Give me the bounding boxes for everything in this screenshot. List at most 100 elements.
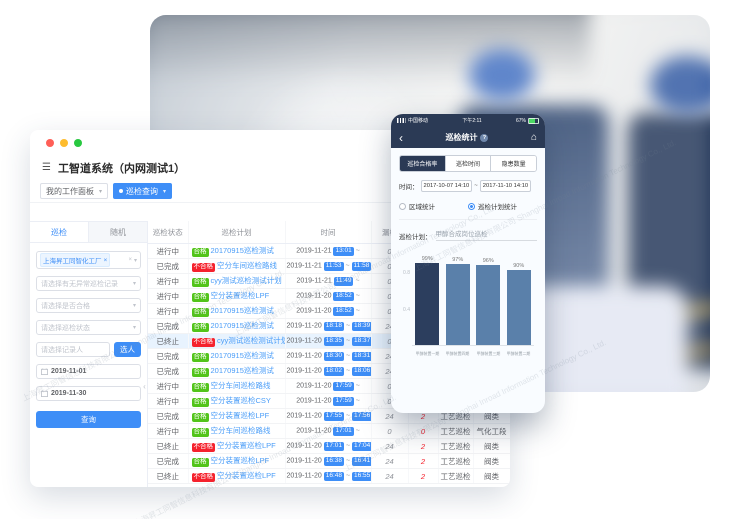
plan-cell: 不合格 空分车间巡检路线 bbox=[188, 258, 286, 274]
table-row[interactable]: 已完成 合格 空分装置巡检LPF 2019-11-20 16:38 ~ 16:41 24… bbox=[148, 453, 510, 469]
plan-link[interactable]: cyy测试巡检测试计划 bbox=[217, 336, 285, 346]
table-row[interactable]: 进行中 合格 空分车间巡检路线 2019-11-20 17:01 ~0 0 工艺巡检 气化工… bbox=[148, 423, 510, 439]
minimize-window-button[interactable] bbox=[60, 139, 68, 147]
status-cell: 已终止 bbox=[148, 468, 189, 484]
pass-fail-select[interactable]: 请选择是否合格 ▾ bbox=[36, 298, 141, 313]
plan-label: 巡检计划： bbox=[399, 234, 432, 241]
segment-0[interactable]: 巡检合格率 bbox=[400, 156, 446, 171]
plan-link[interactable]: 空分车间巡检路线 bbox=[210, 426, 271, 436]
active-tab-dot-icon bbox=[119, 189, 124, 193]
time-cell: 2019-11-20 16:38 ~ 16:41 bbox=[285, 453, 372, 469]
carrier-label: 中国移动 bbox=[408, 118, 429, 124]
start-time-badge: 17:59 bbox=[333, 396, 354, 406]
time-from-input[interactable]: 2017-10-07 14:10 bbox=[420, 180, 473, 192]
result-badge: 合格 bbox=[191, 352, 209, 362]
tilde-separator: ~ bbox=[345, 442, 351, 449]
tilde-separator: ~ bbox=[355, 307, 360, 314]
pick-person-button[interactable]: 选人 bbox=[114, 342, 141, 357]
x-axis-label: 甲醇装置四期 bbox=[445, 351, 470, 356]
factory-select[interactable]: 上海昇工同智化工厂 × × ▾ bbox=[36, 251, 141, 269]
end-time-badge: 17:56 bbox=[352, 411, 371, 421]
plan-link[interactable]: 空分装置巡检CSY bbox=[210, 396, 271, 406]
bar-value-label: 97% bbox=[452, 257, 464, 263]
table-row[interactable]: 已终止 不合格 空分装置巡检LPF 2019-11-20 17:01 ~ 17:04 2… bbox=[148, 438, 510, 454]
remove-tag-icon[interactable]: × bbox=[103, 256, 108, 264]
sidebar-tab-random[interactable]: 随机 bbox=[89, 222, 147, 242]
maximize-window-button[interactable] bbox=[74, 139, 82, 147]
abnormal-count-cell: 2 bbox=[408, 438, 439, 454]
plan-link[interactable]: 20170915巡检测试 bbox=[210, 306, 274, 316]
end-time-badge: 18:06 bbox=[352, 366, 371, 376]
missed-count-cell: 0 bbox=[371, 423, 409, 439]
plan-link[interactable]: 空分装置巡检LPF bbox=[210, 456, 270, 466]
plan-link[interactable]: 空分装置巡检LPF bbox=[217, 471, 276, 481]
back-icon[interactable]: ‹ bbox=[399, 130, 403, 145]
table-row[interactable]: 已完成 合格 空分装置巡检LPF 2019-11-20 17:55 ~ 17:56 24… bbox=[148, 408, 510, 424]
plan-cell: 合格 空分装置巡检CSY bbox=[188, 393, 286, 409]
plan-link[interactable]: 空分装置巡检LPF bbox=[217, 441, 276, 451]
radio-option-1[interactable]: 巡检计划统计 bbox=[468, 201, 537, 211]
section-cell: 气化工段 bbox=[473, 423, 510, 439]
plan-link[interactable]: 空分装置巡检LPF bbox=[210, 411, 270, 421]
radio-label: 巡检计划统计 bbox=[478, 204, 517, 211]
menu-icon[interactable]: ☰ bbox=[42, 162, 51, 173]
tab-strip: 我的工作面板 ▾ 巡检查询 ▾ bbox=[30, 180, 510, 203]
workspace-dropdown[interactable]: 我的工作面板 ▾ bbox=[40, 183, 109, 199]
clear-icon[interactable]: × bbox=[128, 257, 132, 263]
col-plan: 巡检计划 bbox=[188, 221, 286, 244]
plan-link[interactable]: 20170915巡检测试 bbox=[210, 246, 274, 256]
table-row[interactable]: 已终止 不合格 空分装置巡检LPF 2019-11-20 16:48 ~ 16:55 2… bbox=[148, 468, 510, 484]
help-icon[interactable]: ? bbox=[480, 133, 489, 142]
photo-helmet-shape bbox=[469, 48, 536, 101]
recorder-input[interactable]: 请选择记录人 bbox=[36, 342, 110, 357]
segment-1[interactable]: 巡检时间 bbox=[445, 156, 492, 171]
start-date-input[interactable]: 2019-11-01 bbox=[36, 364, 141, 379]
plan-select[interactable]: 甲醇合成岗位巡检 bbox=[435, 228, 537, 241]
end-date-input[interactable]: 2019-11-30 bbox=[36, 386, 141, 401]
section-cell: 阀类 bbox=[473, 468, 510, 484]
close-window-button[interactable] bbox=[46, 139, 54, 147]
end-time-badge: 11:58 bbox=[351, 261, 370, 271]
plan-link[interactable]: cyy测试巡检测试计划 bbox=[210, 276, 282, 286]
radio-option-0[interactable]: 区域统计 bbox=[399, 201, 468, 211]
plan-cell: 不合格 空分装置巡检LPF bbox=[188, 468, 286, 484]
plan-link[interactable]: 20170915巡检测试 bbox=[210, 366, 274, 376]
time-cell: 2019-11-20 18:52 ~ bbox=[285, 303, 372, 319]
plan-cell: 不合格 空分装置巡检LPF bbox=[188, 438, 286, 454]
phone-statusbar: 中国移动 下午2:11 67% bbox=[391, 114, 545, 127]
app-title: 工智道系统（内网测试1） bbox=[57, 163, 186, 175]
abnormal-record-placeholder: 请选择有无异常巡检记录 bbox=[41, 280, 118, 288]
status-cell: 进行中 bbox=[148, 423, 189, 439]
plan-link[interactable]: 20170915巡检测试 bbox=[210, 321, 274, 331]
plan-link[interactable]: 空分车间巡检路线 bbox=[217, 261, 277, 271]
col-time: 时间 bbox=[285, 221, 372, 244]
segment-2[interactable]: 隐患数量 bbox=[491, 156, 536, 171]
plan-link[interactable]: 空分车间巡检路线 bbox=[210, 381, 271, 391]
plan-link[interactable]: 空分装置巡检LPF bbox=[210, 291, 270, 301]
status-cell: 已终止 bbox=[148, 333, 189, 349]
tab-inspection-query[interactable]: 巡检查询 ▾ bbox=[113, 183, 173, 199]
x-axis-label: 甲醇装置二期 bbox=[506, 351, 531, 356]
sidebar-collapse-handle[interactable]: ‹ bbox=[143, 381, 146, 391]
tilde-separator: ~ bbox=[345, 322, 351, 329]
status-cell: 进行中 bbox=[148, 243, 189, 259]
result-badge: 合格 bbox=[191, 457, 209, 467]
plan-cell: 合格 空分装置巡检LPF bbox=[188, 288, 286, 304]
end-time-badge: 18:31 bbox=[352, 351, 371, 361]
plan-link[interactable]: 20170915巡检测试 bbox=[210, 351, 274, 361]
time-cell: 2019-11-21 11:53 ~ 11:58 bbox=[285, 258, 372, 274]
home-icon[interactable]: ⌂ bbox=[530, 131, 537, 143]
sidebar-tab-inspection[interactable]: 巡检 bbox=[30, 222, 89, 242]
time-to-input[interactable]: 2017-11-10 14:10 bbox=[479, 180, 532, 192]
status-cell: 进行中 bbox=[148, 393, 189, 409]
tilde-separator: ~ bbox=[355, 427, 360, 434]
status-cell: 进行中 bbox=[148, 273, 189, 289]
time-cell: 2019-11-20 18:30 ~ 18:31 bbox=[285, 348, 372, 364]
search-button[interactable]: 查询 bbox=[36, 411, 141, 428]
end-date-value: 2019-11-30 bbox=[51, 390, 87, 397]
status-select[interactable]: 请选择巡检状态 ▾ bbox=[36, 320, 141, 335]
plan-cell: 合格 20170915巡检测试 bbox=[188, 318, 286, 334]
abnormal-record-select[interactable]: 请选择有无异常巡检记录 ▾ bbox=[36, 276, 141, 291]
inspection-table: 巡检状态 巡检计划 时间 漏检 异常 巡检类型 工段 进行中合格20170915… bbox=[148, 221, 510, 487]
time-cell: 2019-11-20 17:01 ~ bbox=[285, 423, 372, 439]
